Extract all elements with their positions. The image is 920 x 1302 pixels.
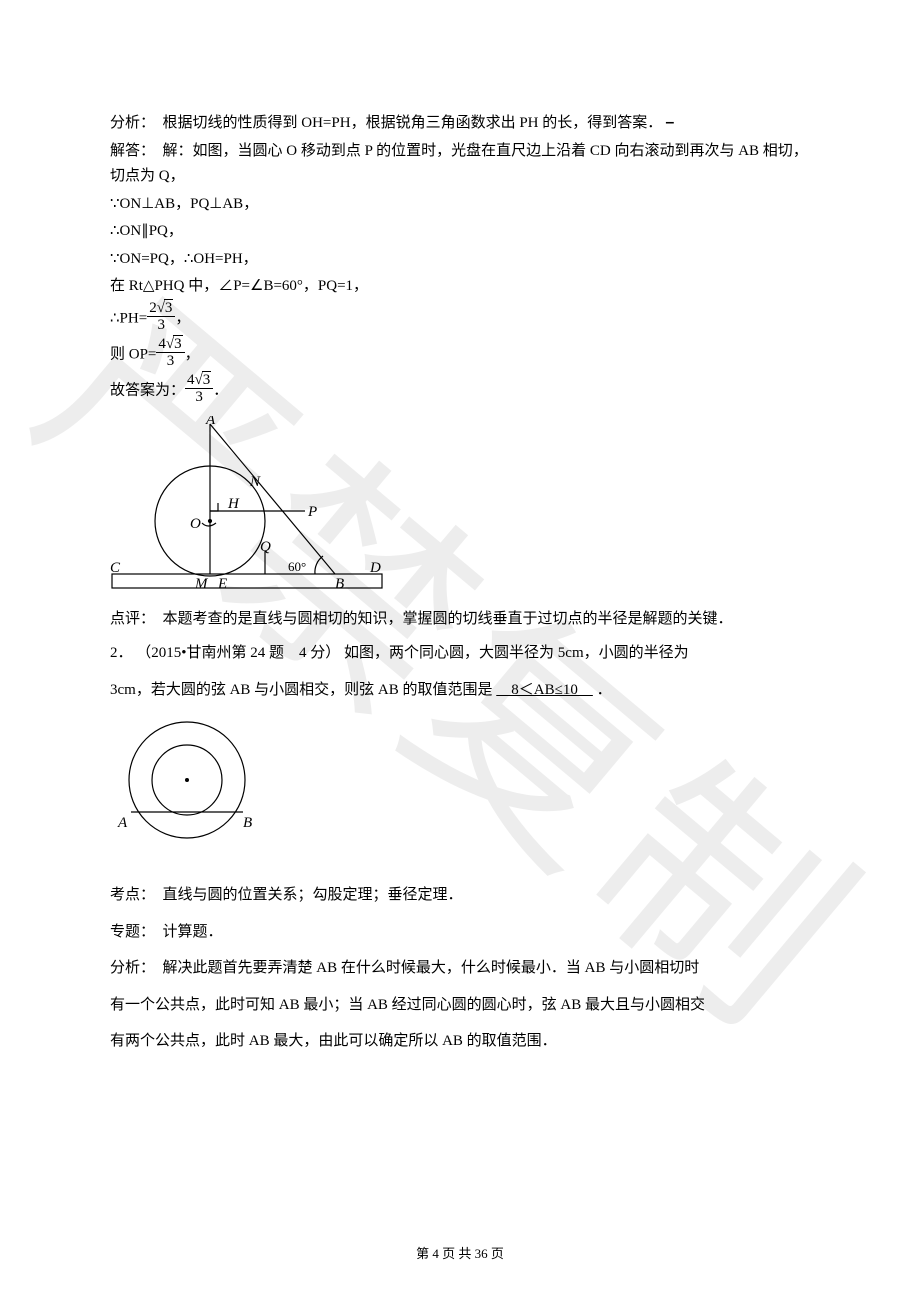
ph-prefix: ∴PH= (110, 310, 147, 326)
comma: ， (175, 310, 190, 326)
fig1-label-D: D (369, 560, 381, 576)
page-content: 分析： 根据切线的性质得到 OH=PH，根据锐角三角函数求出 PH 的长，得到答… (110, 110, 810, 1059)
fenxi2-label: 分析： (110, 960, 155, 976)
frac-ans-coeff: 4 (187, 372, 195, 388)
solution-step-4: 在 Rt△PHQ 中，∠P=∠B=60°，PQ=1， (110, 274, 810, 300)
solution-label: 解答： (110, 143, 155, 159)
comment-label: 点评： (110, 611, 155, 627)
fenxi2-line-1: 分析： 解决此题首先要弄清楚 AB 在什么时候最大，什么时候最小．当 AB 与小… (110, 951, 810, 986)
fig1-label-H: H (227, 496, 240, 512)
frac-op-sqrt: 3 (173, 335, 183, 352)
figure-2-svg: A B (110, 715, 265, 855)
zhuanti-line: 专题： 计算题． (110, 915, 810, 950)
p2-src: （2015•甘南州第 24 题 4 分） (136, 645, 340, 661)
figure-2: A B (110, 715, 810, 860)
analysis-text: 根据切线的性质得到 OH=PH，根据锐角三角函数求出 PH 的长，得到答案． (163, 115, 663, 131)
comment-text: 本题考查的是直线与圆相切的知识，掌握圆的切线垂直于过切点的半径是解题的关键． (163, 611, 733, 627)
fig1-label-O: O (190, 516, 201, 532)
solution-answer: 故答案为：433． (110, 374, 810, 408)
fig1-label-M: M (194, 576, 209, 592)
problem-2-line-2: 3cm，若大圆的弦 AB 与小圆相交，则弦 AB 的取值范围是 8＜AB≤10 … (110, 673, 810, 708)
frac-ph-sqrt: 3 (164, 299, 174, 316)
frac-op-coeff: 4 (158, 336, 166, 352)
comment-line: 点评： 本题考查的是直线与圆相切的知识，掌握圆的切线垂直于过切点的半径是解题的关… (110, 607, 810, 633)
fig2-label-A: A (117, 815, 128, 831)
fig1-label-A: A (205, 416, 216, 428)
p2-num: 2． (110, 645, 133, 661)
page-footer: 第 4 页 共 36 页 (0, 1243, 920, 1262)
figure-1: A B C D E M H N O P Q 60° (110, 416, 810, 601)
kdian-text: 直线与圆的位置关系；勾股定理；垂径定理． (163, 887, 463, 903)
analysis-line: 分析： 根据切线的性质得到 OH=PH，根据锐角三角函数求出 PH 的长，得到答… (110, 110, 810, 137)
fig1-label-E: E (217, 576, 227, 592)
period: ． (213, 382, 228, 398)
fig1-label-Q: Q (260, 539, 271, 555)
fig1-label-N: N (249, 474, 261, 490)
zhuanti-label: 专题： (110, 924, 155, 940)
solution-intro-text: 解：如图，当圆心 O 移动到点 P 的位置时，光盘在直尺边上沿着 CD 向右滚动… (110, 143, 808, 185)
fenxi2-line-2: 有一个公共点，此时可知 AB 最小；当 AB 经过同心圆的圆心时，弦 AB 最大… (110, 988, 810, 1023)
frac-op: 433 (156, 336, 184, 370)
p2-body-b: 3cm，若大圆的弦 AB 与小圆相交，则弦 AB 的取值范围是 (110, 682, 493, 698)
frac-ph-coeff: 2 (149, 300, 157, 316)
fig2-label-B: B (243, 815, 252, 831)
op-prefix: 则 OP= (110, 346, 156, 362)
solution-op: 则 OP=433， (110, 338, 810, 372)
fig1-label-B: B (335, 576, 344, 592)
analysis-label: 分析： (110, 115, 155, 131)
frac-op-den: 3 (156, 353, 184, 370)
frac-ph-den: 3 (147, 317, 175, 334)
frac-ans-den: 3 (185, 389, 213, 406)
frac-ph: 233 (147, 300, 175, 334)
kdian-label: 考点： (110, 887, 155, 903)
p2-answer: 8＜AB≤10 (496, 682, 593, 698)
comma: ， (185, 346, 200, 362)
sqrt-icon: 3 (166, 336, 183, 353)
sqrt-icon: 3 (157, 300, 174, 317)
figure-1-svg: A B C D E M H N O P Q 60° (110, 416, 390, 596)
fig1-label-angle: 60° (288, 559, 306, 574)
fenxi2-t1: 解决此题首先要弄清楚 AB 在什么时候最大，什么时候最小．当 AB 与小圆相切时 (163, 960, 700, 976)
fig1-label-P: P (307, 504, 317, 520)
footnote-icon: ▁ (666, 113, 674, 124)
solution-step-2: ∴ON∥PQ， (110, 219, 810, 245)
problem-2-line-1: 2． （2015•甘南州第 24 题 4 分） 如图，两个同心圆，大圆半径为 5… (110, 636, 810, 671)
solution-intro: 解答： 解：如图，当圆心 O 移动到点 P 的位置时，光盘在直尺边上沿着 CD … (110, 139, 810, 190)
frac-ans-sqrt: 3 (202, 371, 212, 388)
p2-body-a: 如图，两个同心圆，大圆半径为 5cm，小圆的半径为 (344, 645, 689, 661)
fig1-label-C: C (110, 560, 121, 576)
zhuanti-text: 计算题． (163, 924, 223, 940)
solution-step-3: ∵ON=PQ，∴OH=PH， (110, 247, 810, 273)
sqrt-icon: 3 (195, 372, 212, 389)
frac-ans: 433 (185, 372, 213, 406)
answer-prefix: 故答案为： (110, 382, 185, 398)
fenxi2-line-3: 有两个公共点，此时 AB 最大，由此可以确定所以 AB 的取值范围． (110, 1024, 810, 1059)
p2-tail: ． (597, 682, 612, 698)
kdian-line: 考点： 直线与圆的位置关系；勾股定理；垂径定理． (110, 878, 810, 913)
solution-step-1: ∵ON⊥AB，PQ⊥AB， (110, 192, 810, 218)
solution-ph: ∴PH=233， (110, 302, 810, 336)
